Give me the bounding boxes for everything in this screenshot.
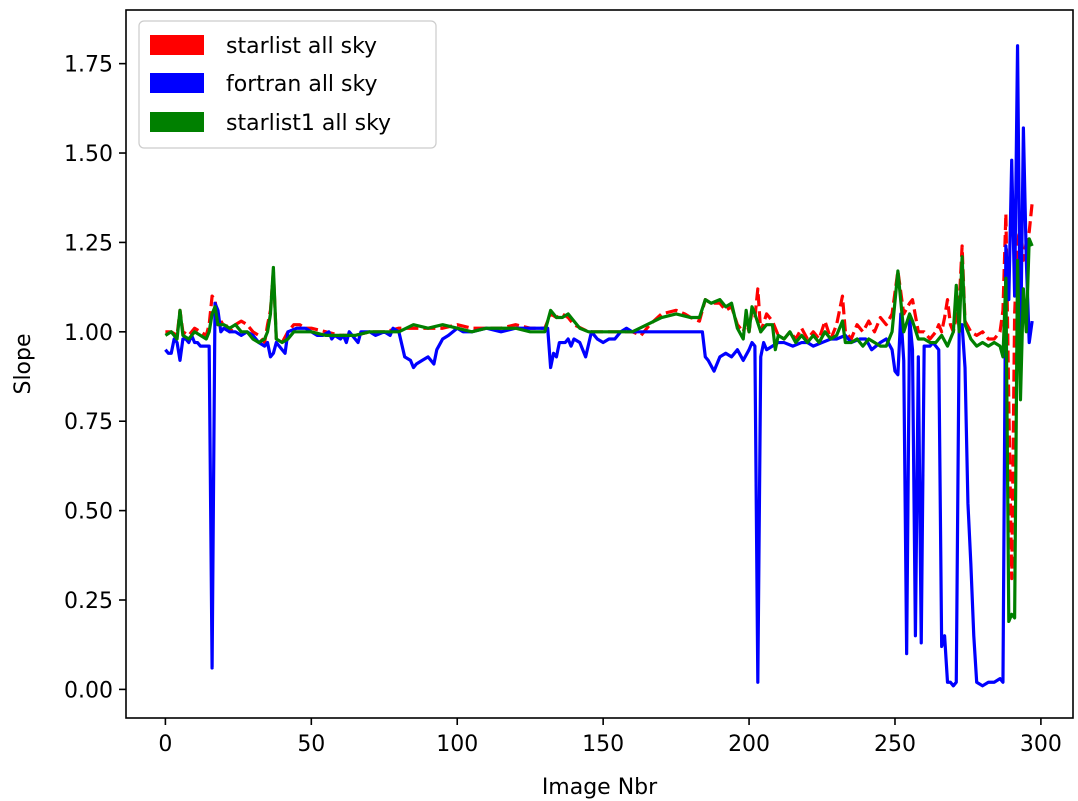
x-tick-label: 0 <box>158 732 172 757</box>
series-line-starlist-all-sky <box>165 202 1034 581</box>
legend-swatch-starlist-all-sky <box>150 35 204 55</box>
x-tick-label: 250 <box>874 732 916 757</box>
y-tick-label: 1.75 <box>64 53 113 78</box>
legend: starlist all sky fortran all sky starlis… <box>138 20 437 149</box>
y-tick-label: 1.00 <box>64 321 113 346</box>
x-tick-label: 200 <box>728 732 770 757</box>
series-line-fortran-all-sky <box>164 44 1034 688</box>
legend-box <box>138 20 437 149</box>
x-tick-label: 150 <box>582 732 624 757</box>
x-axis-ticks: 0 50 100 150 200 250 300 <box>158 718 1062 757</box>
y-tick-label: 1.50 <box>64 142 113 167</box>
legend-swatch-fortran-all-sky <box>150 73 204 93</box>
x-tick-label: 300 <box>1020 732 1062 757</box>
y-tick-label: 0.00 <box>64 678 113 703</box>
y-tick-label: 1.25 <box>64 231 113 256</box>
x-tick-label: 100 <box>436 732 478 757</box>
series-line-starlist1-all-sky <box>164 237 1034 624</box>
legend-label-fortran-all-sky: fortran all sky <box>226 72 377 97</box>
x-axis-label: Image Nbr <box>542 775 658 800</box>
legend-swatch-starlist1-all-sky <box>150 112 204 132</box>
y-tick-label: 0.75 <box>64 410 113 435</box>
y-axis-ticks: 0.00 0.25 0.50 0.75 1.00 1.25 1.50 1.75 <box>64 53 126 703</box>
series-layer <box>164 44 1034 688</box>
legend-label-starlist-all-sky: starlist all sky <box>226 34 377 59</box>
y-axis-label: Slope <box>11 333 36 394</box>
x-tick-label: 50 <box>297 732 325 757</box>
legend-label-starlist1-all-sky: starlist1 all sky <box>226 111 391 136</box>
y-tick-label: 0.50 <box>64 500 113 525</box>
plot-frame <box>125 9 1074 719</box>
y-tick-label: 0.25 <box>64 589 113 614</box>
